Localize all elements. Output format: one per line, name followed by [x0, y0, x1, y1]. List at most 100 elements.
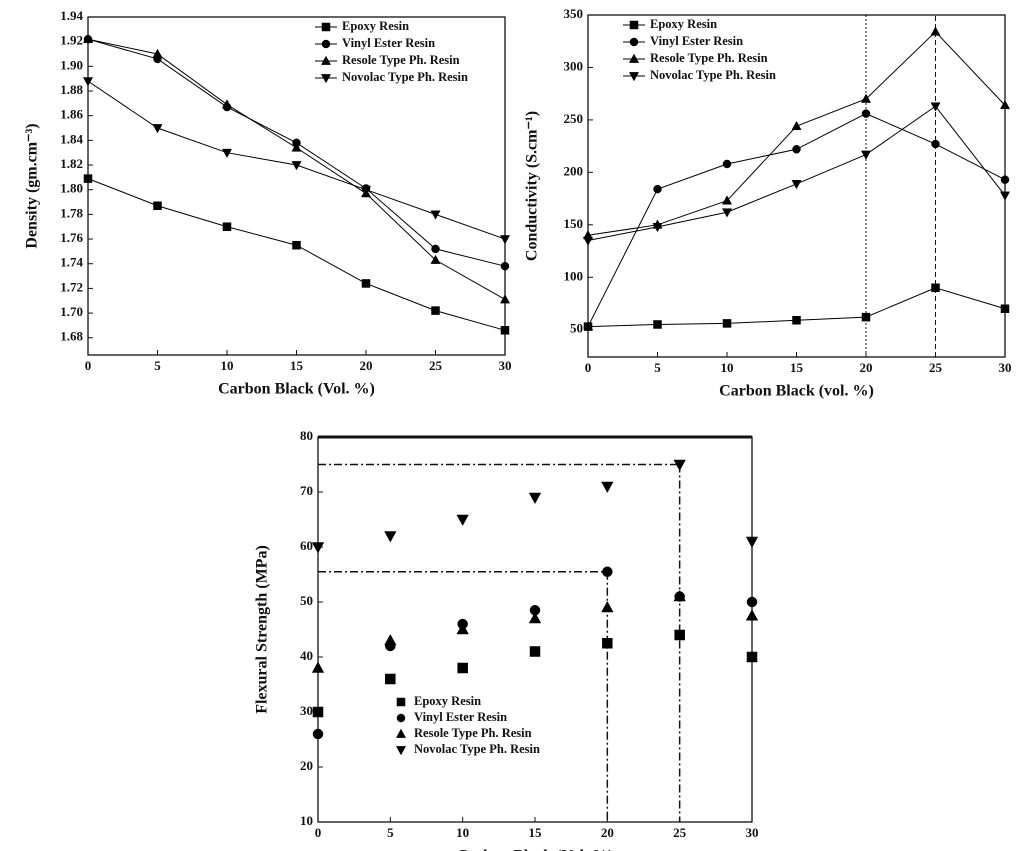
y-axis-title: Conductivity (S.cm⁻¹) [524, 111, 541, 261]
data-point [602, 638, 613, 649]
x-axis-title: Carbon Black (Vol. %) [457, 848, 614, 851]
y-tick-label: 30 [300, 703, 313, 718]
data-point [722, 159, 732, 169]
legend-label: Vinyl Ester Resin [414, 710, 507, 724]
data-point [221, 99, 233, 109]
data-point [653, 320, 662, 329]
data-point [746, 596, 758, 608]
y-tick-label: 1.92 [60, 33, 83, 48]
data-point [456, 622, 469, 635]
y-tick-label: 1.76 [60, 230, 83, 245]
data-point [722, 319, 732, 328]
y-tick-label: 1.84 [60, 131, 83, 146]
legend-marker [320, 74, 332, 84]
y-tick-label: 1.88 [60, 82, 83, 97]
y-tick-label: 70 [300, 483, 313, 498]
data-point [792, 145, 801, 154]
plot-frame [87, 16, 506, 356]
x-tick-label: 15 [529, 825, 543, 840]
x-axis-title: Carbon Black (vol. %) [719, 383, 874, 400]
y-tick-label: 1.74 [60, 255, 83, 270]
data-point [152, 124, 163, 134]
data-point [312, 728, 324, 740]
y-tick-label: 150 [564, 216, 584, 231]
legend-marker [395, 728, 407, 738]
x-tick-label: 0 [585, 360, 592, 375]
data-point [311, 542, 325, 554]
data-point [361, 279, 371, 288]
legend-marker [629, 20, 639, 30]
y-tick-label: 1.70 [60, 304, 83, 319]
x-tick-label: 5 [387, 825, 394, 840]
y-tick-label: 1.68 [60, 329, 83, 344]
x-tick-label: 25 [929, 360, 943, 375]
data-point [583, 322, 593, 331]
data-point [528, 611, 542, 624]
y-axis-title: Density (gm.cm⁻³) [24, 123, 41, 248]
y-tick-label: 60 [300, 538, 313, 553]
data-point [291, 161, 302, 171]
x-tick-label: 30 [499, 358, 512, 373]
data-point [528, 492, 542, 505]
y-axis-title: Flexural Strength (MPa) [254, 545, 271, 714]
legend-marker [628, 72, 640, 82]
data-point [385, 673, 396, 685]
y-tick-label: 300 [564, 58, 584, 73]
data-point [311, 661, 325, 673]
data-point [384, 531, 397, 543]
legend-marker [321, 22, 331, 32]
legend-label: Resole Type Ph. Resin [650, 51, 768, 65]
data-point [745, 609, 759, 621]
legend-label: Novolac Type Ph. Resin [650, 68, 776, 82]
data-point [430, 210, 441, 220]
data-point [221, 148, 233, 159]
x-tick-label: 30 [999, 360, 1012, 375]
data-point [792, 316, 801, 325]
data-point [312, 706, 324, 718]
legend-marker [321, 39, 331, 49]
series-line [87, 178, 506, 331]
data-point [291, 142, 302, 152]
legend-label: Resole Type Ph. Resin [414, 726, 532, 740]
legend-label: Epoxy Resin [414, 694, 481, 708]
data-point [791, 120, 802, 131]
data-point [652, 223, 663, 233]
data-point [601, 600, 614, 613]
legend-marker [395, 746, 407, 756]
data-point [930, 102, 941, 112]
data-point [82, 77, 94, 87]
data-point [673, 459, 686, 472]
y-tick-label: 250 [564, 111, 584, 126]
data-point [431, 244, 440, 254]
legend-label: Epoxy Resin [342, 19, 409, 33]
legend-label: Epoxy Resin [650, 17, 717, 31]
legend-label: Novolac Type Ph. Resin [414, 742, 540, 756]
data-point [500, 326, 510, 335]
x-tick-label: 25 [429, 358, 443, 373]
data-point [529, 646, 541, 657]
x-tick-label: 20 [860, 360, 873, 375]
data-point [931, 139, 940, 149]
legend-marker [629, 37, 639, 47]
y-tick-label: 20 [300, 758, 313, 773]
x-tick-label: 0 [85, 358, 92, 373]
y-tick-label: 1.72 [60, 279, 83, 294]
data-point [745, 536, 759, 549]
x-tick-label: 15 [290, 358, 304, 373]
y-tick-label: 100 [564, 268, 584, 283]
y-tick-label: 40 [300, 648, 313, 663]
data-point [602, 566, 613, 577]
data-point [674, 629, 685, 641]
data-point [861, 312, 871, 322]
legend-marker [396, 713, 406, 723]
y-tick-label: 10 [300, 813, 313, 828]
data-point [456, 514, 469, 527]
data-point [384, 633, 397, 646]
data-point [746, 651, 758, 663]
y-tick-label: 80 [300, 428, 313, 443]
legend-label: Novolac Type Ph. Resin [342, 70, 468, 84]
x-tick-label: 20 [601, 825, 614, 840]
data-point [430, 254, 441, 264]
data-point [1000, 175, 1010, 184]
